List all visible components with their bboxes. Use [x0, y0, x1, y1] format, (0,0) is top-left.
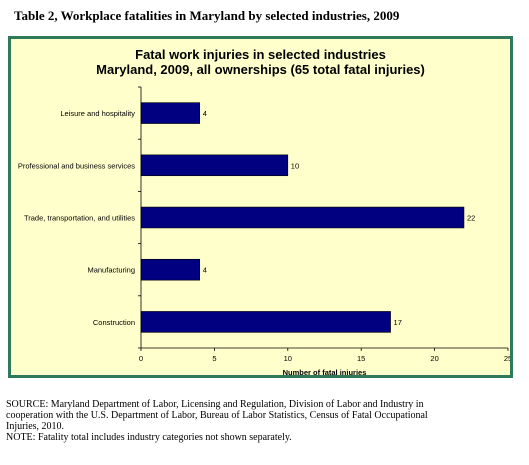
data-label: 10	[291, 161, 299, 170]
bar	[140, 258, 201, 281]
data-label: 22	[467, 214, 475, 223]
data-label: 4	[203, 109, 207, 118]
x-tick-label: 5	[212, 354, 216, 363]
chart-title-line-1: Fatal work injuries in selected industri…	[135, 47, 386, 62]
x-tick-label: 10	[284, 354, 292, 363]
x-tick-label: 15	[357, 354, 365, 363]
x-axis-label: Number of fatal injuries	[283, 368, 367, 375]
chart-title: Fatal work injuries in selected industri…	[11, 47, 510, 77]
bar	[140, 102, 201, 124]
x-tick-label: 25	[504, 354, 510, 363]
source-footer: SOURCE: Maryland Department of Labor, Li…	[6, 399, 521, 443]
category-label: Construction	[93, 318, 135, 327]
x-tick-label: 20	[430, 354, 438, 363]
chart-frame: Fatal work injuries in selected industri…	[8, 36, 513, 378]
x-tick-label: 0	[139, 354, 143, 363]
data-label: 4	[203, 266, 207, 275]
source-line-2: cooperation with the U.S. Department of …	[6, 410, 428, 421]
category-label: Trade, transportation, and utilities	[24, 214, 135, 223]
source-line-1: SOURCE: Maryland Department of Labor, Li…	[6, 399, 424, 410]
page-title: Table 2, Workplace fatalities in Marylan…	[14, 8, 400, 23]
bar	[140, 154, 289, 177]
chart-title-line-2: Maryland, 2009, all ownerships (65 total…	[96, 62, 425, 77]
category-label: Manufacturing	[87, 266, 135, 275]
data-label: 17	[394, 318, 402, 327]
category-label: Leisure and hospitality	[60, 109, 135, 118]
bar	[140, 206, 465, 229]
bar-chart: Leisure and hospitality 4 Professional and…	[18, 86, 510, 375]
category-label: Professional and business services	[18, 161, 135, 170]
footnote: NOTE: Fatality total includes industry c…	[6, 432, 292, 443]
bar	[140, 311, 391, 333]
source-line-3: Injuries, 2010.	[6, 421, 65, 432]
